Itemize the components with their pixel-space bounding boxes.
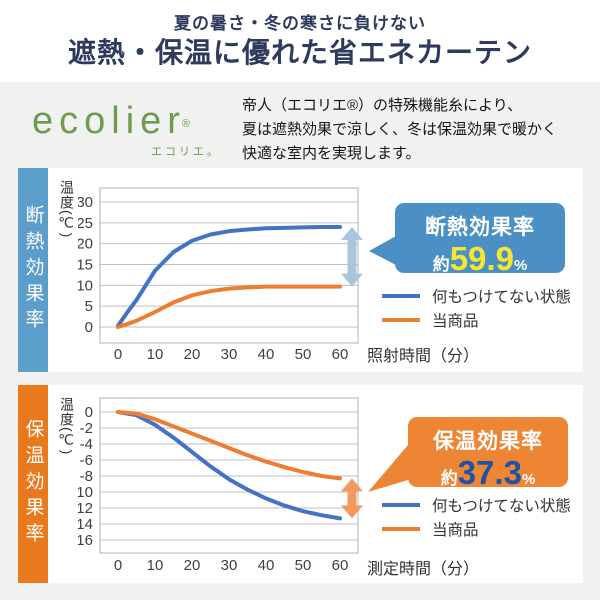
svg-text:20: 20 (184, 346, 201, 363)
svg-text:10: 10 (147, 557, 164, 574)
description-line: 夏は遮熱効果で涼しく、冬は保温効果で暖かく (242, 121, 558, 138)
legend-item: 当商品 (382, 308, 571, 332)
header: 夏の暑さ・冬の寒さに負けない 遮熱・保温に優れた省エネカーテン (0, 0, 600, 82)
page-title: 遮熱・保温に優れた省エネカーテン (67, 38, 532, 69)
svg-text:0: 0 (114, 346, 122, 363)
legend-line-swatch (382, 318, 420, 322)
svg-text:20: 20 (184, 557, 201, 574)
legend-item: 何もつけてない状態 (382, 284, 571, 308)
svg-text:-14: -14 (78, 516, 93, 533)
svg-text:-16: -16 (78, 532, 93, 549)
x-axis-title: 測定時間（分） (367, 561, 480, 578)
legend: 何もつけてない状態 当商品 (382, 493, 571, 541)
svg-text:-2: -2 (80, 420, 93, 437)
svg-text:-10: -10 (78, 484, 93, 501)
svg-text:-6: -6 (80, 452, 93, 469)
legend-label: 何もつけてない状態 (432, 498, 571, 515)
svg-text:40: 40 (258, 557, 275, 574)
logo-furigana: エコリエ。 (151, 145, 221, 158)
svg-text:50: 50 (295, 346, 312, 363)
svg-text:-8: -8 (80, 468, 93, 485)
svg-text:0: 0 (85, 319, 93, 336)
svg-text:0: 0 (114, 557, 122, 574)
legend-label: 当商品 (432, 522, 479, 539)
insulation-callout: 断熱効果率 約59.9% (369, 203, 565, 275)
retention-callout: 保温効果率 約37.3% (368, 417, 568, 492)
y-axis-title: 温度(℃) (59, 180, 75, 239)
retention-panel: 保温効果率 温度(℃) 0-2-4-6-8-10-12-14-160102030… (18, 385, 583, 583)
callout-suffix: % (521, 471, 536, 488)
svg-text:40: 40 (258, 346, 275, 363)
svg-text:20: 20 (78, 236, 93, 253)
legend-line-swatch (382, 294, 420, 298)
svg-text:-12: -12 (78, 500, 93, 517)
svg-text:10: 10 (78, 277, 93, 294)
callout-title: 保温効果率 (433, 430, 543, 453)
svg-text:60: 60 (332, 557, 349, 574)
svg-text:60: 60 (332, 346, 349, 363)
callout-suffix: % (513, 257, 528, 274)
registered-mark-icon: ® (181, 118, 191, 130)
logo-text: ecolier® (32, 100, 191, 142)
header-subtitle: 夏の暑さ・冬の寒さに負けない (174, 14, 426, 33)
callout-prefix: 約 (440, 469, 458, 488)
legend-item: 当商品 (382, 517, 571, 541)
insulation-panel: 断熱効果率 温度(℃) 0 5 10 15 20 25 30 0 10 20 30 40 50 60 照射… (18, 168, 583, 372)
svg-text:5: 5 (85, 298, 93, 315)
legend-line-swatch (382, 503, 420, 507)
callout-title: 断熱効果率 (425, 216, 535, 239)
legend: 何もつけてない状態 当商品 (382, 284, 571, 332)
brand-logo: ecolier® エコリエ。 (32, 99, 237, 159)
callout-value-line: 約59.9% (395, 242, 565, 275)
insulation-side-label: 断熱効果率 (18, 168, 48, 372)
svg-text:0: 0 (85, 404, 93, 421)
svg-text:25: 25 (78, 215, 93, 232)
svg-text:15: 15 (78, 256, 93, 273)
legend-item: 何もつけてない状態 (382, 493, 571, 517)
description-line: 快適な室内を実現します。 (242, 145, 421, 162)
svg-text:30: 30 (221, 346, 238, 363)
intro-description: 帝人（エコリエ®）の特殊機能糸により、 夏は遮熱効果で涼しく、冬は保温効果で暖か… (242, 94, 557, 166)
svg-text:-4: -4 (80, 436, 93, 453)
callout-pointer (368, 445, 408, 492)
svg-text:50: 50 (295, 557, 312, 574)
insulation-chart: 0 5 10 15 20 25 30 0 10 20 30 40 50 60 (78, 187, 363, 363)
callout-value-line: 約37.3% (408, 456, 568, 489)
legend-line-swatch (382, 527, 420, 531)
callout-value: 37.3 (457, 454, 522, 491)
callout-prefix: 約 (432, 255, 450, 274)
legend-label: 何もつけてない状態 (432, 289, 571, 306)
callout-value: 59.9 (449, 240, 514, 277)
svg-text:10: 10 (147, 346, 164, 363)
x-axis-title: 照射時間（分） (367, 348, 480, 365)
legend-label: 当商品 (432, 313, 479, 330)
description-line: 帝人（エコリエ®）の特殊機能糸により、 (242, 97, 523, 114)
svg-text:30: 30 (221, 557, 238, 574)
svg-text:30: 30 (78, 194, 93, 211)
y-axis-title: 温度(℃) (59, 397, 75, 456)
retention-side-label: 保温効果率 (18, 385, 48, 583)
